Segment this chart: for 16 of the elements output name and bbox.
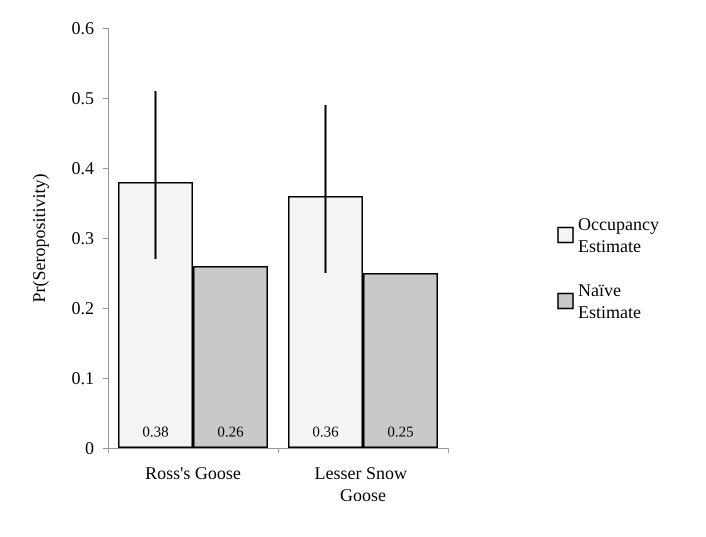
y-tick-label: 0.3 xyxy=(72,228,94,248)
y-tick-label: 0.2 xyxy=(72,298,94,318)
y-tick-label: 0.1 xyxy=(72,368,94,388)
x-tick-label: Ross's Goose xyxy=(145,463,241,483)
y-axis-title: Pr(Seropositivity) xyxy=(29,173,49,302)
data-label: 0.36 xyxy=(312,424,340,440)
data-label: 0.38 xyxy=(142,424,169,440)
legend-label: Occupancy Estimate xyxy=(578,214,664,256)
x-tick-label: Lesser Snow Goose xyxy=(314,463,412,505)
legend-label: Naïve Estimate xyxy=(578,280,641,322)
y-tick-label: 0.4 xyxy=(72,158,94,178)
data-label: 0.26 xyxy=(217,424,244,440)
y-tick-label: 0.6 xyxy=(72,18,94,38)
data-label: 0.25 xyxy=(387,424,414,440)
y-tick-label: 0 xyxy=(85,438,94,458)
y-tick-label: 0.5 xyxy=(72,88,94,108)
